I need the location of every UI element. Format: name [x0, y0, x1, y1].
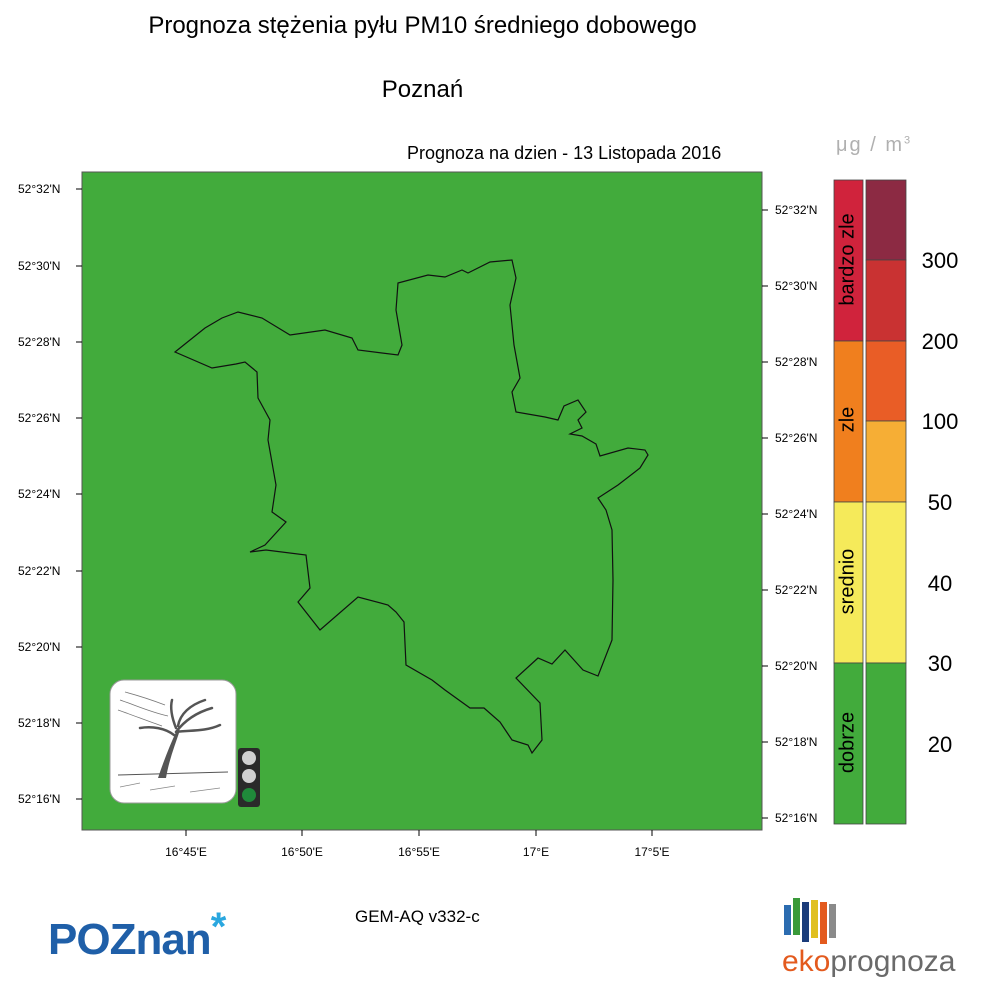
- lat-label-left: 52°32'N: [18, 182, 61, 196]
- forecast-date: Prognoza na dzien - 13 Listopada 2016: [407, 143, 722, 163]
- scale-value: 100: [921, 409, 959, 434]
- lat-label-right: 52°18'N: [775, 735, 818, 749]
- asterisk-icon: *: [210, 905, 227, 949]
- scale-band-2: [865, 259, 907, 342]
- traffic-light-red: [242, 751, 256, 765]
- lon-label: 16°50'E: [281, 845, 323, 859]
- lat-label-left: 52°26'N: [18, 411, 61, 425]
- lat-label-left: 52°22'N: [18, 564, 61, 578]
- lat-label-left: 52°28'N: [18, 335, 61, 349]
- lat-label-right: 52°22'N: [775, 583, 818, 597]
- scale-value: 20: [927, 732, 953, 757]
- poznan-logo: POZnan*: [48, 905, 226, 964]
- windy-tree-icon: [109, 679, 237, 804]
- cat-label-dobrze: dobrze: [836, 711, 859, 774]
- lon-label: 16°55'E: [398, 845, 440, 859]
- traffic-light: [238, 748, 260, 807]
- lat-label-right: 52°28'N: [775, 355, 818, 369]
- cat-bardzo-zle: [833, 179, 864, 342]
- cat-label-srednio: srednio: [836, 548, 859, 615]
- scale-value: 300: [921, 248, 959, 273]
- lat-label-left: 52°30'N: [18, 259, 61, 273]
- lat-label-right: 52°26'N: [775, 431, 818, 445]
- cat-dobrze: [833, 662, 864, 825]
- scale-value: 40: [927, 571, 953, 596]
- scale-band-6: [865, 662, 907, 825]
- model-version: GEM-AQ v332-c: [355, 907, 480, 926]
- lat-label-left: 52°18'N: [18, 716, 61, 730]
- cat-label-bardzo-zle: bardzo zle: [836, 213, 859, 306]
- scale-value: 200: [921, 329, 959, 354]
- lon-label: 17°5'E: [634, 845, 670, 859]
- city-boundary: [173, 259, 649, 755]
- traffic-light-green: [242, 788, 256, 802]
- cat-zle: [833, 340, 864, 503]
- lat-label-right: 52°30'N: [775, 279, 818, 293]
- lat-label-right: 52°32'N: [775, 203, 818, 217]
- ekoprognoza-bars-icon: [784, 898, 836, 944]
- page-title: Prognoza stężenia pyłu PM10 średniego do…: [148, 12, 697, 39]
- lat-label-right: 52°24'N: [775, 507, 818, 521]
- scale-band-4: [865, 420, 907, 503]
- unit-label: μg / m3: [836, 134, 913, 156]
- ekoprognoza-logo: ekoprognoza: [782, 945, 956, 978]
- city-name: Poznań: [381, 76, 464, 103]
- scale-band-3: [865, 340, 907, 422]
- lat-label-left: 52°24'N: [18, 487, 61, 501]
- cat-label-zle: zle: [836, 406, 859, 433]
- scale-value: 50: [927, 490, 953, 515]
- scale-band-5: [865, 501, 907, 664]
- lat-label-left: 52°20'N: [18, 640, 61, 654]
- lon-label: 16°45'E: [165, 845, 207, 859]
- lat-label-right: 52°20'N: [775, 659, 818, 673]
- scale-value: 30: [927, 651, 953, 676]
- lat-label-left: 52°16'N: [18, 792, 61, 806]
- traffic-light-yellow: [242, 769, 256, 783]
- lon-label: 17°E: [522, 845, 550, 859]
- lat-label-right: 52°16'N: [775, 811, 818, 825]
